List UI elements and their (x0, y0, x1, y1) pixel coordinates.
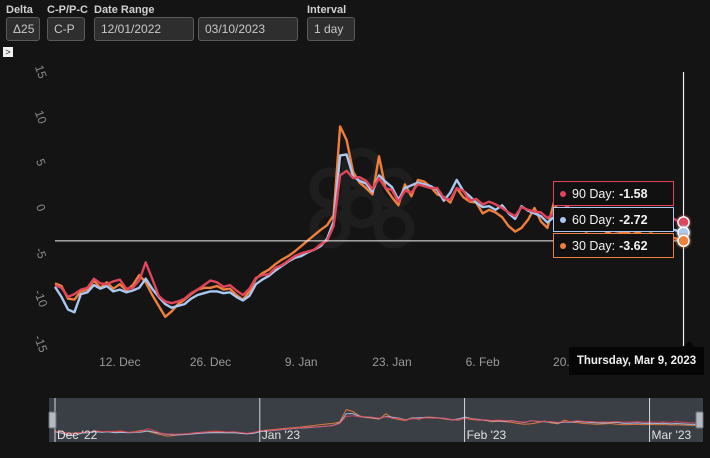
navigator-month-label: Dec '22 (57, 428, 98, 442)
y-tick-label: -10 (31, 288, 50, 309)
x-tick-label: 9. Jan (285, 355, 318, 369)
delta-label: Delta (6, 4, 33, 16)
y-tick-label: 15 (32, 63, 50, 81)
x-tick-label: 12. Dec (99, 355, 140, 369)
interval-label: Interval (307, 4, 347, 16)
x-tick-label: 23. Jan (372, 355, 411, 369)
interval-select[interactable]: 1 day (307, 17, 355, 41)
tooltip-item-60-day: 60 Day: -2.72 (553, 207, 674, 232)
hover-marker-30-day (677, 234, 690, 248)
navigator-month-label: Jan '23 (262, 428, 301, 442)
navigator[interactable]: Dec '22 Jan '23 Feb '23 Mar '23 (48, 398, 704, 442)
navigator-handle-right[interactable] (695, 411, 704, 429)
date-range-label: Date Range (94, 4, 155, 16)
tooltip-series-label: 90 Day: (572, 186, 616, 201)
tooltip-item-30-day: 30 Day: -3.62 (553, 233, 674, 258)
y-tick-label: -5 (32, 246, 49, 261)
navigator-month-label: Mar '23 (652, 428, 692, 442)
crosshair-date-label: Thursday, Mar 9, 2023 (569, 341, 704, 375)
navigator-month-label: Feb '23 (467, 428, 507, 442)
y-tick-label: 10 (32, 108, 50, 126)
start-date-input[interactable]: 12/01/2022 (94, 17, 194, 41)
collapse-toggle-button[interactable]: > (3, 47, 13, 57)
tooltip-series-value: -2.72 (619, 212, 648, 227)
tooltip-series-label: 30 Day: (572, 238, 616, 253)
navigator-series-line (55, 415, 697, 435)
x-tick-label: 26. Dec (190, 355, 231, 369)
y-tick-label: -15 (31, 333, 50, 354)
tooltip-dot-icon (560, 190, 566, 197)
tooltip-dot-icon (560, 242, 566, 249)
tooltip-series-value: -1.58 (619, 186, 648, 201)
cp-label: C-P/P-C (47, 4, 88, 16)
delta-select[interactable]: Δ25 (6, 17, 40, 41)
end-date-input[interactable]: 03/10/2023 (198, 17, 298, 41)
y-tick-label: 0 (33, 202, 49, 213)
navigator-background (49, 398, 703, 442)
tooltip-series-value: -3.62 (619, 238, 648, 253)
cp-select[interactable]: C-P (47, 17, 85, 41)
tooltip-item-90-day: 90 Day: -1.58 (553, 181, 674, 206)
tooltip-dot-icon (560, 216, 566, 223)
tooltip-series-label: 60 Day: (572, 212, 616, 227)
navigator-handle-left[interactable] (48, 411, 57, 429)
x-tick-label: 6. Feb (466, 355, 500, 369)
tooltip: 90 Day: -1.58 60 Day: -2.72 30 Day: -3.6… (553, 181, 674, 259)
y-tick-label: 5 (33, 157, 49, 168)
